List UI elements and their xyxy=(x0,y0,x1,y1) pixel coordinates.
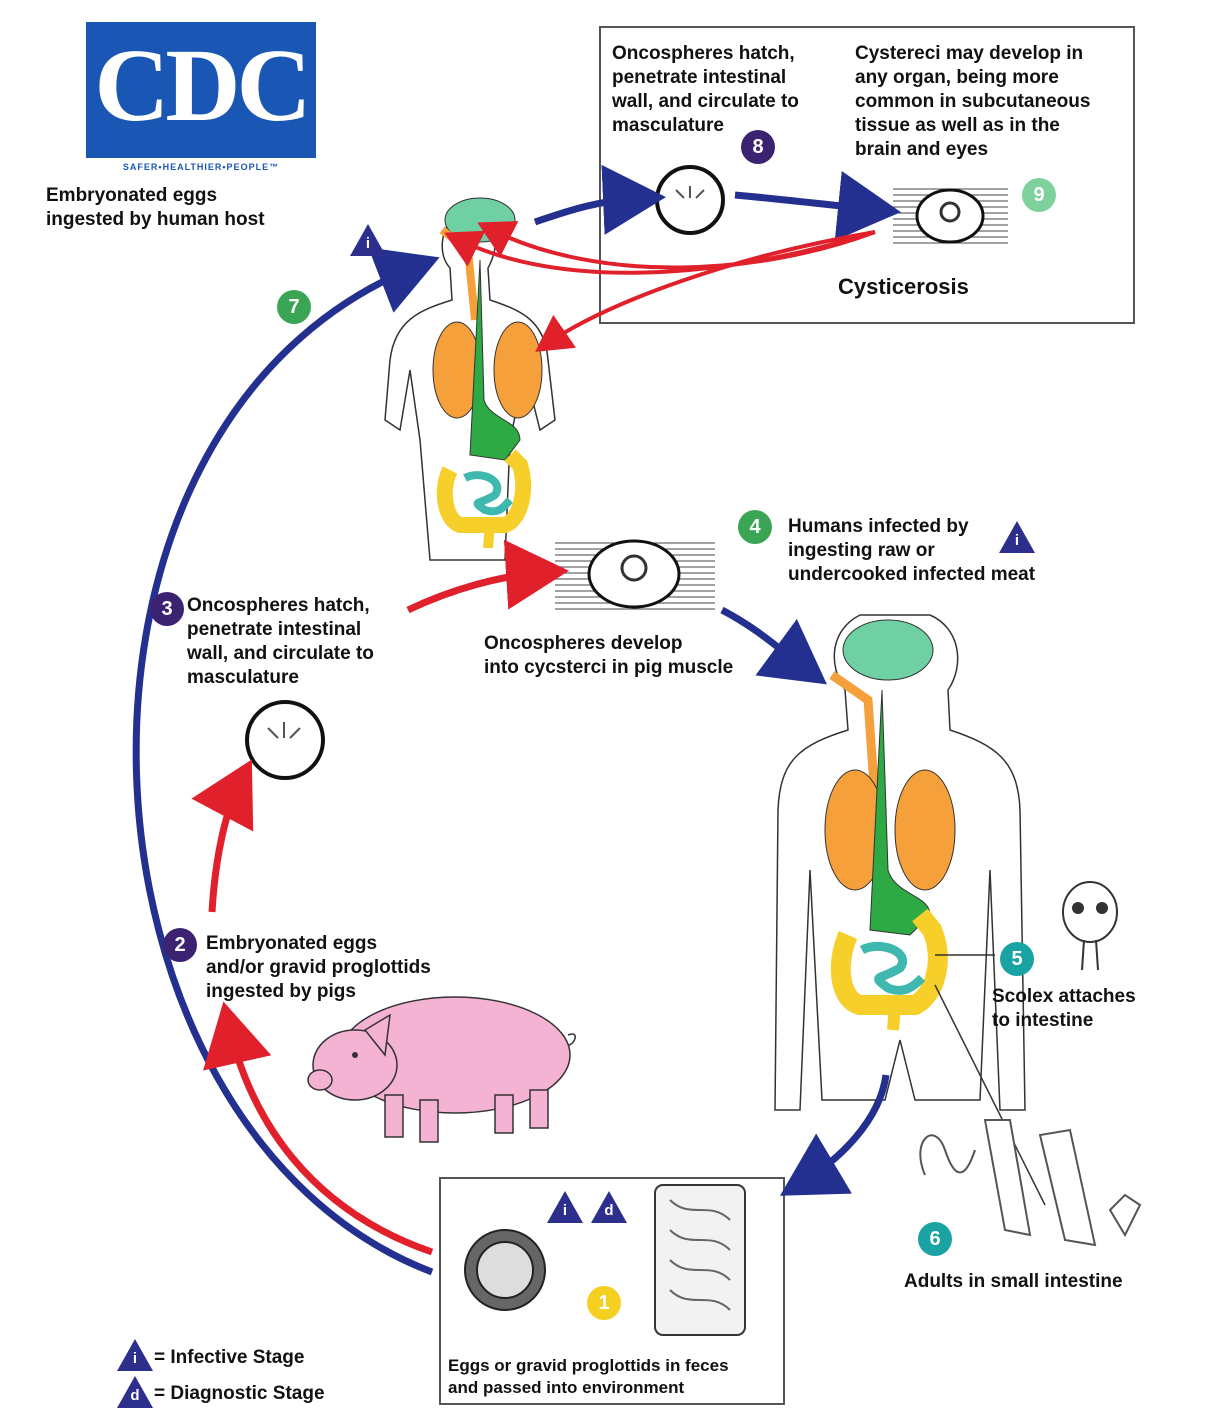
stage-badge-1: 1 xyxy=(587,1286,621,1320)
label-stage9: Cystereci may develop in any organ, bein… xyxy=(855,43,1091,160)
diagnostic-marker-letter: d xyxy=(604,1202,614,1219)
label-stage5: Scolex attaches to intestine xyxy=(992,986,1136,1031)
gravid-proglottid-illustration xyxy=(654,1184,746,1336)
cdc-logo: CDC SAFER•HEALTHIER•PEOPLE™ xyxy=(86,22,316,177)
stage-badge-4: 4 xyxy=(738,510,772,544)
oncosphere-stage3 xyxy=(245,700,325,780)
diagnostic-stage-marker-environment: d xyxy=(590,1190,628,1224)
stage-badge-9: 9 xyxy=(1022,178,1056,212)
stage-badge-5: 5 xyxy=(1000,942,1034,976)
upper-human-figure xyxy=(384,197,556,561)
cdc-tagline: SAFER•HEALTHIER•PEOPLE™ xyxy=(122,162,280,172)
upper-lung-right xyxy=(493,321,543,419)
environment-box xyxy=(439,1177,785,1405)
lower-lung-right xyxy=(894,769,956,891)
arrow-cysticercus-to-head xyxy=(477,221,876,270)
oncosphere-stage8 xyxy=(655,165,725,235)
label-stage8: Oncospheres hatch, penetrate intestinal … xyxy=(612,43,799,136)
stage-badge-6: 6 xyxy=(918,1222,952,1256)
infective-marker-letter: i xyxy=(1014,532,1020,549)
cysticerosis-box xyxy=(599,26,1135,324)
legend-diagnostic-triangle: d xyxy=(116,1375,154,1409)
arrow-oncosphere-to-pig-muscle xyxy=(406,539,569,614)
label-stage4: Humans infected by ingesting raw or unde… xyxy=(788,516,1036,585)
lower-brain xyxy=(842,619,934,681)
infective-marker-letter: i xyxy=(562,1202,568,1219)
stage-badge-8: 8 xyxy=(741,130,775,164)
label-stage3: Oncospheres hatch, penetrate intestinal … xyxy=(187,595,374,688)
legend-diagnostic-letter: d xyxy=(130,1387,140,1404)
label-stage2: Embryonated eggs and/or gravid proglotti… xyxy=(206,933,431,1002)
stage-badge-3: 3 xyxy=(150,592,184,626)
arrow-pig-to-oncosphere xyxy=(191,759,254,913)
legend-diagnostic-label: = Diagnostic Stage xyxy=(154,1383,325,1404)
arrow-oncosphere-to-cysticercus xyxy=(734,170,901,241)
arrow-stage7-environment-to-human xyxy=(132,247,440,1276)
label-stage1: Eggs or gravid proglottids in feces and … xyxy=(448,1356,729,1397)
taenia-egg-illustration xyxy=(464,1229,546,1311)
infective-stage-marker-human: i xyxy=(349,223,387,257)
adult-tapeworm-illustration xyxy=(919,1119,1142,1247)
arrow-pig-muscle-to-human xyxy=(720,606,827,685)
scolex-illustration xyxy=(1062,881,1118,971)
stage-badge-2: 2 xyxy=(163,928,197,962)
cysticercus-in-pig-muscle xyxy=(555,538,715,610)
label-stage6: Adults in small intestine xyxy=(904,1271,1123,1292)
arrow-cysticercus-to-body xyxy=(535,230,876,352)
lower-human-figure xyxy=(774,614,1046,1206)
infective-stage-marker-meat: i xyxy=(998,520,1036,554)
label-cysticerosis: Cysticerosis xyxy=(838,274,969,299)
legend-infective-triangle: i xyxy=(116,1338,154,1372)
infective-stage-marker-environment: i xyxy=(546,1190,584,1224)
label-pig-muscle: Oncospheres develop into cycsterci in pi… xyxy=(484,633,734,678)
legend-infective-letter: i xyxy=(132,1350,138,1367)
cysticercus-in-tissue-stage9 xyxy=(893,188,1008,246)
pig-illustration xyxy=(307,996,576,1143)
cdc-wordmark: CDC xyxy=(94,28,311,143)
label-human-ingests-eggs: Embryonated eggs ingested by human host xyxy=(46,185,265,230)
infective-marker-letter: i xyxy=(365,235,371,252)
stage-badge-7: 7 xyxy=(277,290,311,324)
arrow-human-to-environment xyxy=(779,1074,890,1196)
arrow-environment-to-pig xyxy=(203,1001,434,1256)
arrow-brain-to-oncosphere xyxy=(533,164,666,235)
legend-infective-label: = Infective Stage xyxy=(154,1347,305,1368)
cdc-logo-box: CDC xyxy=(86,22,316,158)
